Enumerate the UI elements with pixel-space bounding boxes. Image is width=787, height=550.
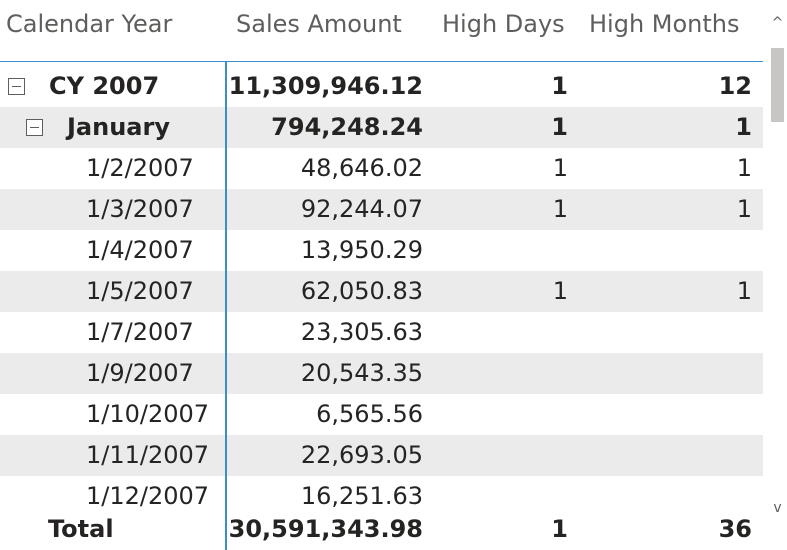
date-row[interactable]: 1/5/2007 62,050.83 1 1 [0, 271, 763, 312]
sales-amount-cell: 6,565.56 [316, 400, 423, 428]
row-label: 1/10/2007 [86, 400, 210, 428]
row-label: 1/5/2007 [86, 277, 194, 305]
column-divider [225, 62, 227, 550]
date-row[interactable]: 1/9/2007 20,543.35 [0, 353, 763, 394]
date-row[interactable]: 1/3/2007 92,244.07 1 1 [0, 189, 763, 230]
header-high-months[interactable]: High Months [589, 10, 740, 38]
high-months-cell [0, 435, 752, 476]
sales-amount-cell: 48,646.02 [300, 154, 423, 182]
high-months-cell: 1 [736, 154, 752, 182]
high-months-cell [0, 394, 752, 435]
row-label: 1/4/2007 [86, 236, 194, 264]
sales-amount-cell: 22,693.05 [300, 441, 423, 469]
header-divider [0, 61, 763, 62]
collapse-icon[interactable] [26, 119, 43, 136]
sales-amount-cell: 13,950.29 [300, 236, 423, 264]
header-calendar-year[interactable]: Calendar Year [6, 10, 173, 38]
sales-amount-cell: 62,050.83 [300, 277, 423, 305]
high-months-cell: 1 [736, 195, 752, 223]
date-row[interactable]: 1/7/2007 23,305.63 [0, 312, 763, 353]
sales-amount-cell: 794,248.24 [271, 113, 423, 141]
row-label: 1/3/2007 [86, 195, 194, 223]
high-days-cell: 1 [551, 113, 568, 141]
date-row[interactable]: 1/10/2007 6,565.56 [0, 394, 763, 435]
header-sales-amount[interactable]: Sales Amount [236, 10, 402, 38]
row-label: January [67, 113, 170, 141]
total-sales-amount: 30,591,343.98 [228, 515, 423, 543]
row-label: 1/7/2007 [86, 318, 194, 346]
sales-amount-cell: 92,244.07 [300, 195, 423, 223]
high-months-cell: 1 [735, 113, 752, 141]
row-label: 1/11/2007 [86, 441, 210, 469]
total-label: Total [48, 515, 114, 543]
month-row[interactable]: January 794,248.24 1 1 [0, 107, 763, 148]
high-months-cell [0, 312, 752, 353]
matrix-table: Calendar Year Sales Amount High Days Hig… [0, 10, 763, 550]
total-row: Total 30,591,343.98 1 36 [0, 509, 763, 550]
sales-amount-cell: 16,251.63 [300, 482, 423, 510]
row-label: 1/2/2007 [86, 154, 194, 182]
collapse-icon[interactable] [8, 78, 25, 95]
sales-amount-cell: 20,543.35 [300, 359, 423, 387]
row-label: CY 2007 [49, 72, 160, 100]
scrollbar-thumb[interactable] [771, 48, 784, 122]
high-months-cell [0, 353, 752, 394]
total-high-days: 1 [551, 515, 568, 543]
chevron-up-icon[interactable]: ^ [771, 15, 784, 31]
year-row[interactable]: CY 2007 11,309,946.12 1 12 [0, 66, 763, 107]
date-row[interactable]: 1/2/2007 48,646.02 1 1 [0, 148, 763, 189]
high-months-cell [0, 230, 752, 271]
sales-amount-cell: 11,309,946.12 [228, 72, 423, 100]
row-label: 1/12/2007 [86, 482, 210, 510]
date-row[interactable]: 1/4/2007 13,950.29 [0, 230, 763, 271]
header-high-days[interactable]: High Days [442, 10, 565, 38]
total-high-months: 36 [718, 515, 752, 543]
high-days-cell: 1 [552, 277, 568, 305]
high-days-cell: 1 [552, 154, 568, 182]
row-label: 1/9/2007 [86, 359, 194, 387]
chevron-down-icon[interactable]: v [773, 500, 782, 516]
sales-amount-cell: 23,305.63 [300, 318, 423, 346]
high-days-cell: 1 [552, 195, 568, 223]
high-days-cell: 1 [551, 72, 568, 100]
vertical-scrollbar[interactable]: ^ v [768, 0, 787, 550]
high-months-cell: 1 [736, 277, 752, 305]
high-months-cell: 12 [718, 72, 752, 100]
date-row[interactable]: 1/11/2007 22,693.05 [0, 435, 763, 476]
